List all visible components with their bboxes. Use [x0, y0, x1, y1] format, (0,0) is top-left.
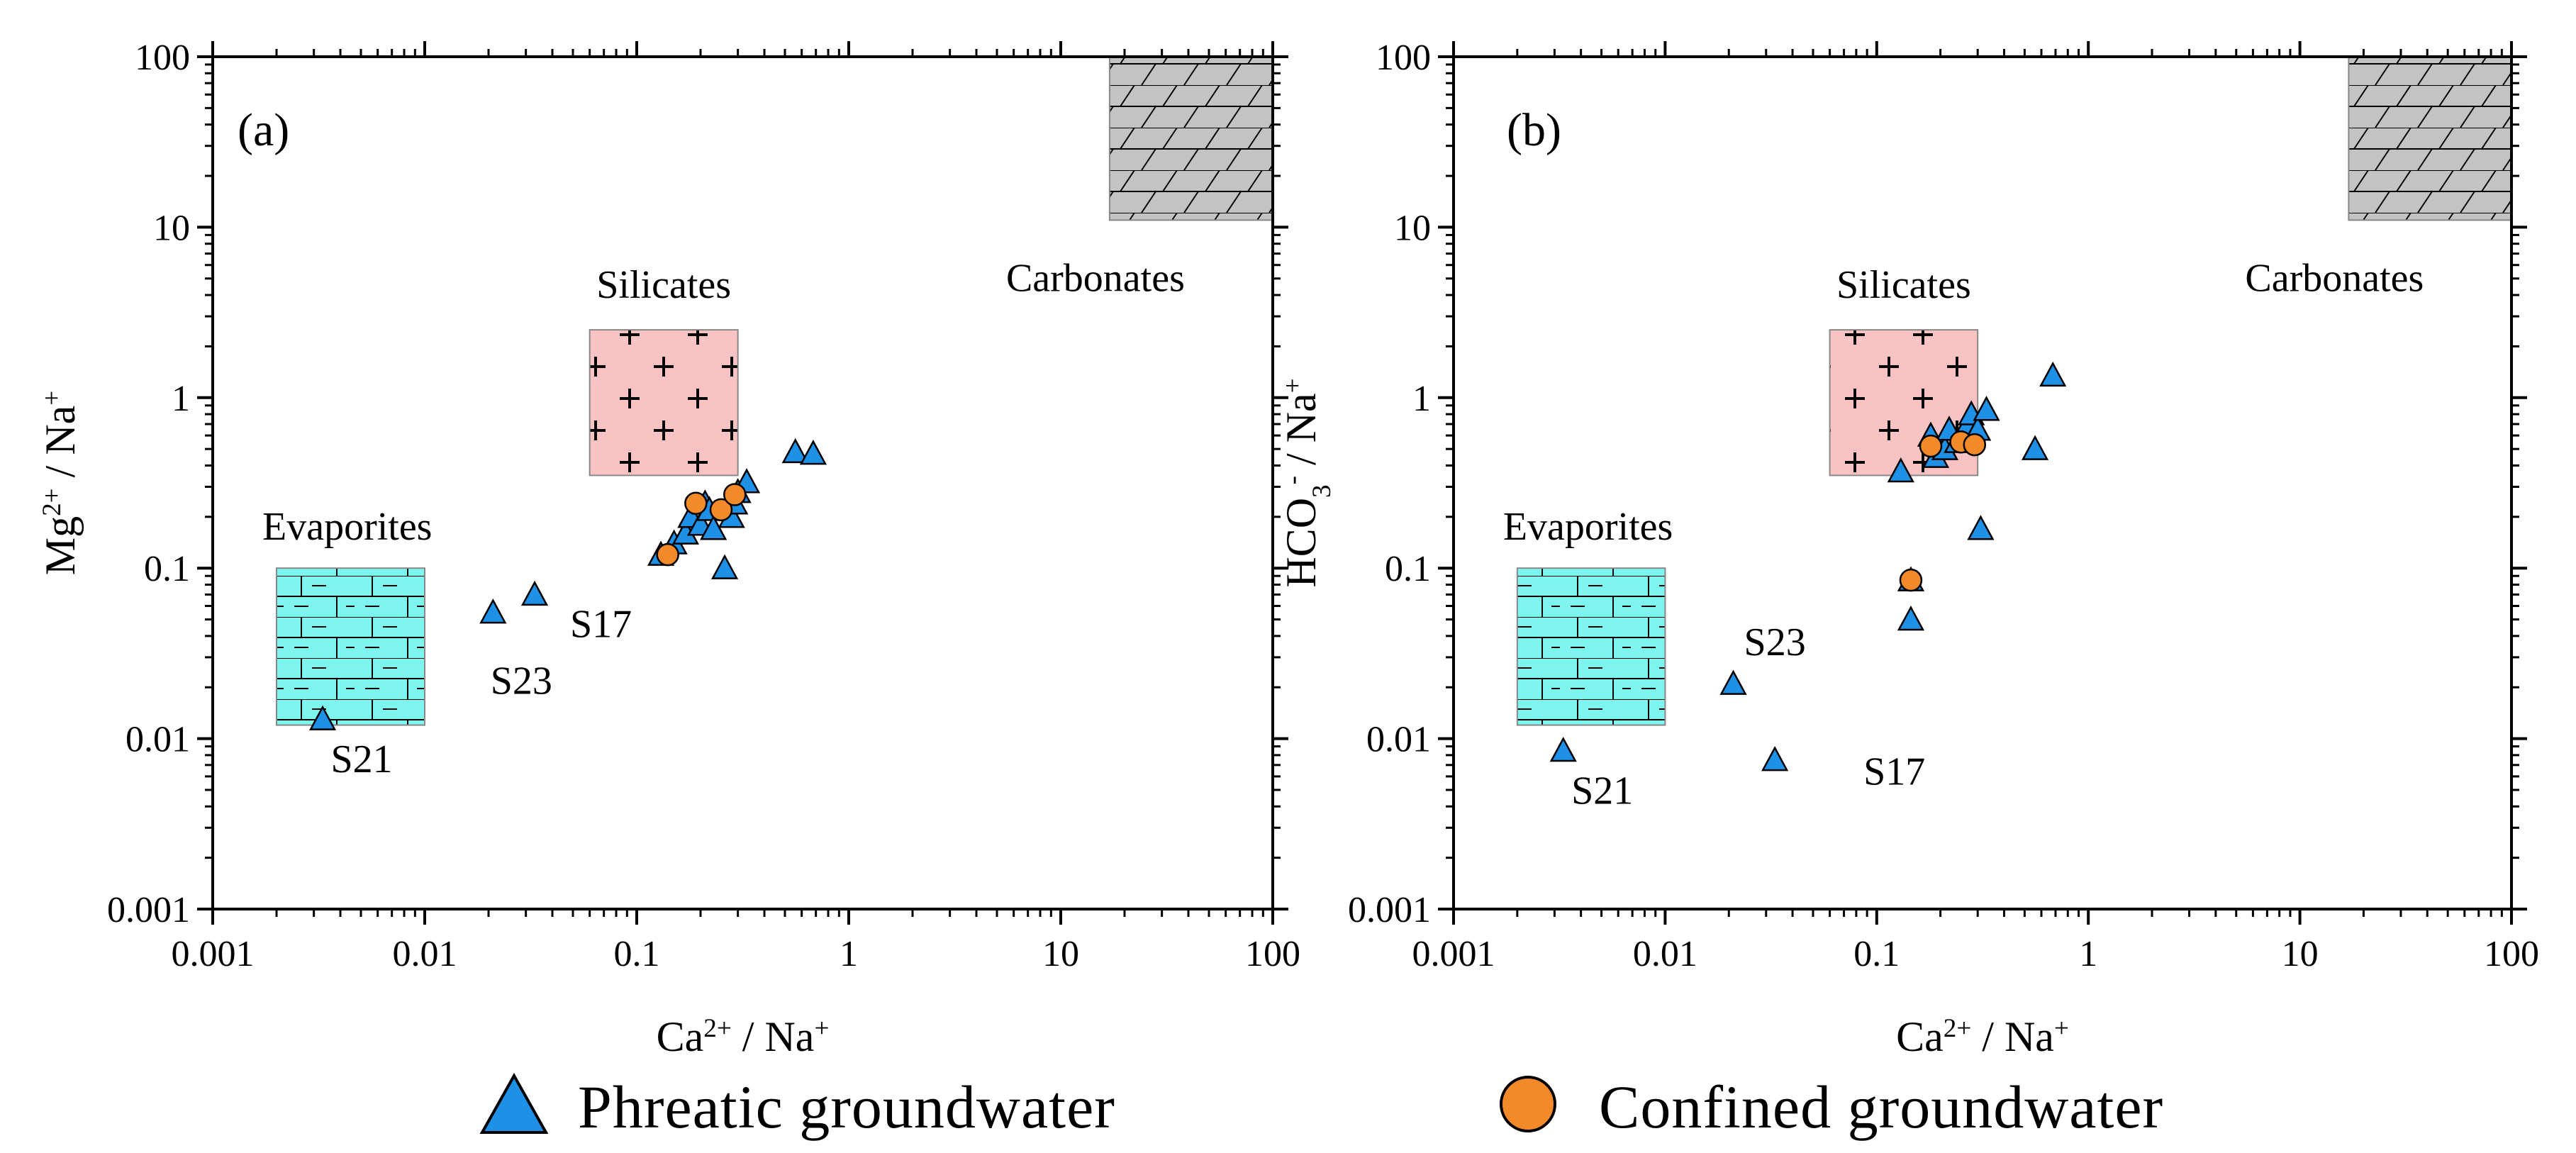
confined-point	[656, 542, 679, 567]
phreatic-point	[2039, 361, 2067, 387]
region-carbonates	[1108, 56, 1273, 221]
region-label-silicates: Silicates	[1836, 263, 1971, 307]
annotation-s17: S17	[570, 602, 632, 646]
x-axis-title: Ca2+ / Na+	[657, 1013, 830, 1060]
phreatic-point	[1549, 736, 1577, 762]
phreatic-point	[1719, 669, 1747, 695]
plot-frame	[1452, 55, 2513, 910]
y-tick-label: 1	[172, 379, 190, 419]
legend-circle-marker	[1500, 1076, 1556, 1132]
region-silicates	[1829, 329, 1979, 477]
phreatic-point	[308, 705, 337, 730]
x-tick-label: 1	[840, 934, 858, 974]
x-tick-label: 0.1	[614, 934, 660, 974]
region-carbonates	[2348, 56, 2513, 221]
y-tick-label: 100	[135, 38, 190, 78]
legend: Phreatic groundwater Confined groundwate…	[479, 1072, 2163, 1141]
panel-label: (b)	[1507, 104, 1561, 156]
phreatic-point	[1887, 457, 1914, 483]
x-tick-label: 0.001	[1412, 934, 1495, 974]
region-evaporites	[276, 567, 425, 726]
y-tick-label: 1	[1412, 379, 1431, 419]
y-tick-label: 0.001	[1348, 890, 1431, 930]
phreatic-point	[2021, 435, 2049, 460]
region-label-carbonates: Carbonates	[1006, 256, 1185, 300]
region-silicates	[589, 329, 739, 477]
phreatic-point	[1973, 396, 2000, 421]
confined-point	[1963, 433, 1987, 457]
panel-label: (a)	[238, 104, 289, 156]
x-tick-label: 0.001	[172, 934, 255, 974]
legend-label-confined: Confined groundwater	[1599, 1073, 2163, 1141]
region-label-carbonates: Carbonates	[2245, 256, 2424, 300]
phreatic-point	[781, 438, 809, 464]
y-axis-title: Mg2+ / Na+	[37, 391, 84, 576]
plot-frame	[211, 55, 1274, 910]
phreatic-point	[1761, 746, 1789, 772]
confined-point	[723, 483, 747, 506]
y-tick-label: 0.01	[126, 720, 190, 760]
region-label-evaporites: Evaporites	[1503, 505, 1673, 549]
y-tick-label: 0.001	[107, 890, 190, 930]
x-tick-label: 0.01	[1633, 934, 1697, 974]
annotation-s21: S21	[330, 737, 392, 781]
y-tick-label: 0.01	[1366, 720, 1431, 760]
x-tick-label: 100	[2484, 934, 2539, 974]
x-tick-label: 10	[2282, 934, 2319, 974]
panel-b: Evaporites Silicates Carbonates 0.001 0.01 0.…	[1278, 38, 2539, 1060]
confined-point	[709, 498, 733, 522]
panel-a: Evaporites Silicates Carbonates 0.001 0.01 0.…	[37, 38, 1300, 1060]
y-tick-label: 0.1	[1385, 549, 1431, 589]
confined-point	[684, 491, 708, 516]
x-tick-label: 0.01	[393, 934, 457, 974]
phreatic-point	[1967, 515, 1995, 540]
y-tick-label: 10	[1394, 208, 1431, 248]
y-tick-label: 0.1	[144, 549, 190, 589]
region-evaporites	[1516, 567, 1666, 726]
x-tick-label: 0.1	[1853, 934, 1900, 974]
confined-point	[1899, 568, 1923, 592]
x-tick-label: 10	[1042, 934, 1079, 974]
region-label-silicates: Silicates	[596, 263, 731, 307]
legend-label-phreatic: Phreatic groundwater	[578, 1073, 1115, 1141]
phreatic-point	[710, 554, 739, 579]
x-axis-title: Ca2+ / Na+	[1896, 1013, 2069, 1060]
region-label-evaporites: Evaporites	[262, 505, 432, 549]
phreatic-point	[479, 598, 507, 624]
phreatic-point	[520, 580, 549, 606]
x-tick-label: 100	[1245, 934, 1300, 974]
y-tick-label: 100	[1376, 38, 1431, 78]
phreatic-point	[799, 439, 827, 465]
y-axis-title: HCO3- / Na+	[1278, 378, 1337, 587]
phreatic-point	[1897, 605, 1925, 631]
legend-triangle-marker	[479, 1072, 549, 1134]
annotation-s17: S17	[1863, 750, 1925, 794]
y-tick-label: 10	[153, 208, 190, 248]
annotation-s23: S23	[1744, 620, 1806, 664]
annotation-s21: S21	[1571, 769, 1633, 813]
x-tick-label: 1	[2079, 934, 2097, 974]
annotation-s23: S23	[491, 659, 552, 703]
confined-point	[1919, 434, 1943, 458]
